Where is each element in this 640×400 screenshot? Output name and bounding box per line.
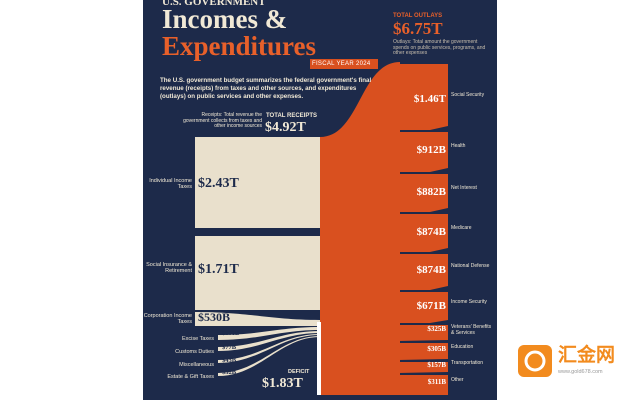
outlay-label: Social Security	[451, 92, 485, 98]
outlay-value: $305B	[427, 345, 446, 353]
receipts-note: Receipts: Total revenue the government c…	[183, 112, 262, 129]
kicker: U.S. GOVERNMENT	[162, 0, 266, 8]
outlay-label: Education	[451, 344, 474, 350]
title-line-2: Expenditures	[162, 31, 317, 61]
fiscal-year: FISCAL YEAR 2024	[312, 61, 371, 67]
title-line-1: Incomes &	[162, 4, 288, 34]
outlays-heading: TOTAL OUTLAYS	[393, 13, 443, 19]
outlay-value: $1.46T	[413, 93, 446, 105]
receipt-value: $32B	[222, 369, 237, 376]
receipt-label: Miscellaneous	[179, 362, 214, 368]
logo-icon	[518, 345, 552, 377]
receipt-label: Customs Duties	[175, 349, 214, 355]
outlay-value: $882B	[416, 186, 446, 198]
outlay-value: $311B	[427, 378, 446, 386]
receipt-label: Social Insurance & Retirement	[146, 262, 192, 275]
description: The U.S. government budget summarizes th…	[160, 77, 372, 100]
receipts-total: $4.92T	[265, 120, 306, 135]
receipt-label: Individual Income Taxes	[149, 178, 192, 191]
watermark-name: 汇金网	[558, 345, 616, 366]
outlay-label: Veterans' Benefits & Services	[451, 324, 492, 336]
outlay-label: Health	[451, 143, 466, 149]
year-banner	[310, 59, 378, 69]
logo-ring	[524, 350, 546, 372]
receipt-value: $43B	[222, 357, 237, 364]
outlays-note: Outlays: Total amount the government spe…	[393, 39, 486, 56]
outlay-branches	[398, 64, 448, 395]
receipt-value: $530B	[198, 310, 231, 324]
outlay-label: Medicare	[451, 225, 472, 231]
outlay-label: Net Interest	[451, 185, 477, 191]
receipt-label: Excise Taxes	[182, 336, 214, 342]
receipt-bands	[195, 137, 320, 376]
outlay-value: $874B	[416, 226, 446, 238]
outlay-label: Income Security	[451, 299, 487, 305]
outlay-value: $157B	[427, 361, 446, 369]
outlay-value: $912B	[416, 144, 446, 156]
receipt-value: $1.71T	[198, 262, 239, 277]
receipt-value: $2.43T	[198, 176, 239, 191]
deficit-bar	[317, 322, 321, 395]
receipt-value: $77B	[222, 344, 237, 351]
deficit-heading: DEFICIT	[288, 369, 310, 375]
outlay-value: $325B	[427, 325, 446, 333]
watermark-url: www.gold678.com	[558, 369, 603, 375]
receipt-label: Estate & Gift Taxes	[167, 374, 214, 380]
outlay-value: $874B	[416, 264, 446, 276]
outlay-value: $671B	[416, 300, 446, 312]
outlay-label: National Defense	[451, 263, 490, 269]
deficit-value: $1.83T	[262, 376, 303, 391]
outlay-label: Other	[451, 377, 464, 383]
outlays-total: $6.75T	[393, 19, 443, 38]
receipts-heading: TOTAL RECEIPTS	[266, 113, 318, 119]
receipt-value: $101B	[222, 330, 240, 337]
outlay-label: Transportation	[451, 360, 484, 366]
receipt-label: Corporation Income Taxes	[143, 313, 192, 326]
outlays-flow	[320, 62, 400, 395]
